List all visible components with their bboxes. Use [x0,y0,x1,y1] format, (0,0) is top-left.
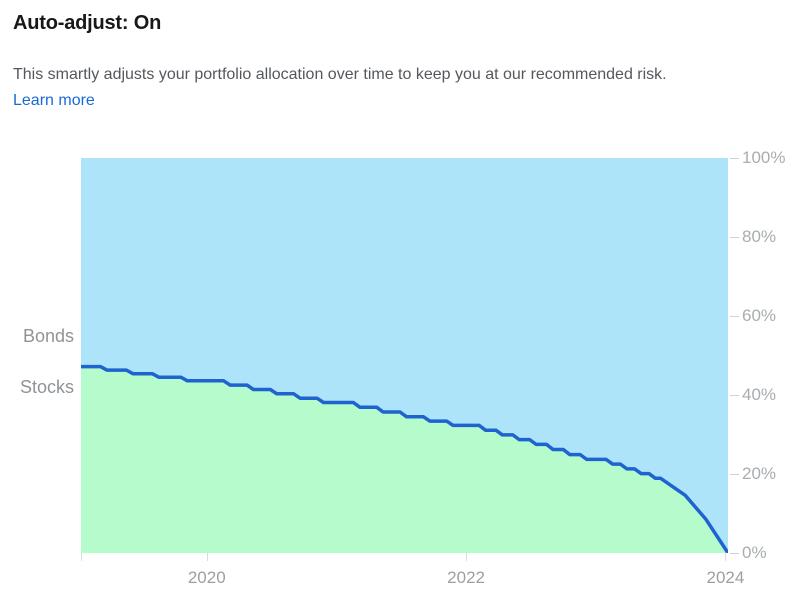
y-tick-label: 20% [742,464,777,483]
y-tick-label: 40% [742,385,777,404]
description-text: This smartly adjusts your portfolio allo… [13,66,667,83]
stocks-area [81,366,728,553]
allocation-glidepath-chart: Bonds Stocks 0% 20% 40% 60% 80% 100% 2020 2022 2… [0,148,800,610]
x-tick-label: 2020 [187,568,226,587]
glide-path-line [81,364,728,553]
y-tick-label: 0% [742,543,767,562]
x-tick-label: 2024 [706,568,745,587]
x-tick-label: 2022 [447,568,485,587]
page-title: Auto-adjust: On [13,12,162,34]
y-tick-mark [730,394,739,396]
auto-adjust-panel: Auto-adjust: On This smartly adjusts you… [0,0,800,114]
y-tick-mark [730,236,739,238]
y-tick-mark [730,157,739,159]
y-tick-mark [730,552,739,554]
y-tick-mark [730,315,739,317]
x-tick-mark [206,553,208,561]
stacked-area-plot [81,158,728,553]
x-tick-mark [725,553,727,561]
stocks-area-label: Stocks [19,377,74,397]
learn-more-link[interactable]: Learn more [13,92,95,109]
y-tick-label: 60% [742,306,777,325]
y-tick-label: 100% [742,148,786,167]
y-tick-mark [730,473,739,475]
x-tick-mark [466,553,468,561]
y-tick-label: 80% [742,227,777,246]
x-tick-mark [81,553,82,561]
bonds-area-label: Bonds [22,326,74,346]
